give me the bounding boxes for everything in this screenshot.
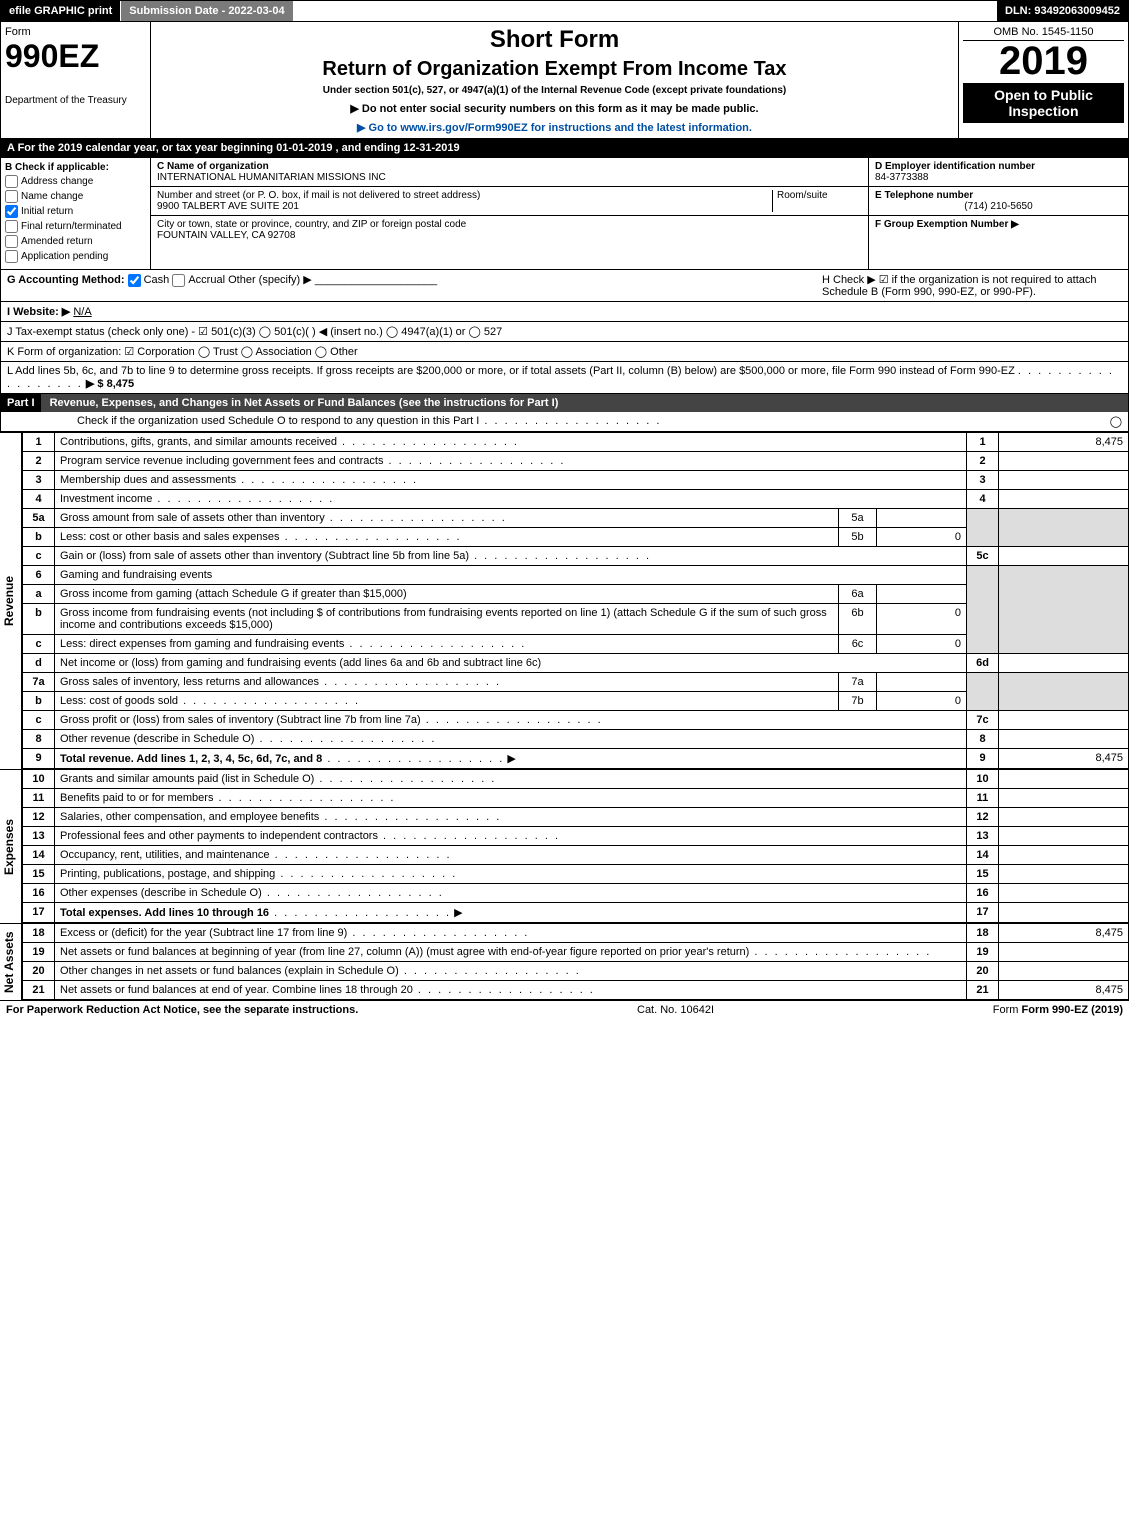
footer-left: For Paperwork Reduction Act Notice, see …: [6, 1004, 358, 1016]
id-column: D Employer identification number 84-3773…: [868, 158, 1128, 269]
footer-right: Form Form 990-EZ (2019): [993, 1004, 1123, 1016]
check-b-column: B Check if applicable: Address change Na…: [1, 158, 151, 269]
form-label: Form: [5, 26, 146, 38]
submission-date-button[interactable]: Submission Date - 2022-03-04: [121, 1, 293, 21]
g-h-row: G Accounting Method: Cash Accrual Other …: [0, 270, 1129, 302]
g-cash[interactable]: Cash: [128, 274, 170, 286]
g-accrual[interactable]: Accrual: [172, 274, 225, 286]
k-form-org: K Form of organization: ☑ Corporation ◯ …: [0, 342, 1129, 362]
netassets-table: 18Excess or (deficit) for the year (Subt…: [22, 923, 1129, 1000]
org-street: 9900 TALBERT AVE SUITE 201: [157, 201, 299, 212]
check-amended-return[interactable]: Amended return: [5, 235, 146, 248]
j-tax-exempt: J Tax-exempt status (check only one) - ☑…: [0, 322, 1129, 342]
page-footer: For Paperwork Reduction Act Notice, see …: [0, 1000, 1129, 1019]
part1-label: Part I: [1, 394, 41, 412]
check-address-change[interactable]: Address change: [5, 175, 146, 188]
i-label: I Website: ▶: [7, 306, 70, 318]
expenses-table: 10Grants and similar amounts paid (list …: [22, 769, 1129, 923]
footer-mid: Cat. No. 10642I: [637, 1004, 714, 1016]
l-amount: ▶ $ 8,475: [86, 378, 134, 390]
check-final-return[interactable]: Final return/terminated: [5, 220, 146, 233]
efile-print-button[interactable]: efile GRAPHIC print: [1, 1, 121, 21]
netassets-side-label: Net Assets: [0, 923, 22, 1000]
org-column: C Name of organization INTERNATIONAL HUM…: [151, 158, 868, 269]
c-label: C Name of organization: [157, 161, 269, 172]
tax-year: 2019: [963, 41, 1124, 81]
period-bar: A For the 2019 calendar year, or tax yea…: [0, 139, 1129, 158]
dept-treasury: Department of the Treasury: [5, 95, 146, 106]
d-label: D Employer identification number: [875, 161, 1035, 172]
top-bar: efile GRAPHIC print Submission Date - 20…: [0, 0, 1129, 22]
topbar-spacer: [294, 1, 997, 21]
revenue-side-label: Revenue: [0, 432, 22, 769]
i-value: N/A: [73, 306, 91, 318]
e-label: E Telephone number: [875, 190, 973, 201]
check-application-pending[interactable]: Application pending: [5, 250, 146, 263]
irs-link[interactable]: ▶ Go to www.irs.gov/Form990EZ for instru…: [357, 122, 752, 134]
form-header: Form 990EZ Department of the Treasury Sh…: [0, 22, 1129, 139]
subtitle: Under section 501(c), 527, or 4947(a)(1)…: [155, 85, 954, 96]
short-form-title: Short Form: [155, 26, 954, 54]
city-label: City or town, state or province, country…: [157, 219, 466, 230]
return-title: Return of Organization Exempt From Incom…: [155, 58, 954, 81]
room-label: Room/suite: [777, 190, 828, 201]
ssn-warning: ▶ Do not enter social security numbers o…: [155, 102, 954, 115]
street-label: Number and street (or P. O. box, if mail…: [157, 190, 480, 201]
revenue-table: 1Contributions, gifts, grants, and simil…: [22, 432, 1129, 769]
part1-title: Revenue, Expenses, and Changes in Net As…: [44, 397, 559, 409]
check-b-title: B Check if applicable:: [5, 162, 146, 173]
goto-link[interactable]: ▶ Go to www.irs.gov/Form990EZ for instru…: [155, 121, 954, 134]
h-text: H Check ▶ ☑ if the organization is not r…: [822, 273, 1122, 298]
form-number: 990EZ: [5, 38, 146, 75]
g-other: Other (specify) ▶: [228, 274, 312, 286]
org-city: FOUNTAIN VALLEY, CA 92708: [157, 230, 295, 241]
l-text: L Add lines 5b, 6c, and 7b to line 9 to …: [7, 365, 1015, 377]
l-gross-receipts: L Add lines 5b, 6c, and 7b to line 9 to …: [0, 362, 1129, 394]
check-initial-return[interactable]: Initial return: [5, 205, 146, 218]
org-info-row: B Check if applicable: Address change Na…: [0, 158, 1129, 270]
org-name: INTERNATIONAL HUMANITARIAN MISSIONS INC: [157, 172, 386, 183]
dln-label: DLN: 93492063009452: [997, 1, 1128, 21]
part1-header: Part I Revenue, Expenses, and Changes in…: [0, 394, 1129, 432]
g-label: G Accounting Method:: [7, 274, 125, 286]
part1-check-box[interactable]: ◯: [1110, 415, 1122, 428]
ein: 84-3773388: [875, 172, 928, 183]
phone: (714) 210-5650: [875, 201, 1122, 212]
f-label: F Group Exemption Number ▶: [875, 219, 1019, 230]
open-to-public: Open to Public Inspection: [963, 83, 1124, 123]
check-name-change[interactable]: Name change: [5, 190, 146, 203]
expenses-side-label: Expenses: [0, 769, 22, 923]
part1-check-text: Check if the organization used Schedule …: [7, 415, 1110, 428]
i-website-row: I Website: ▶ N/A: [0, 302, 1129, 322]
